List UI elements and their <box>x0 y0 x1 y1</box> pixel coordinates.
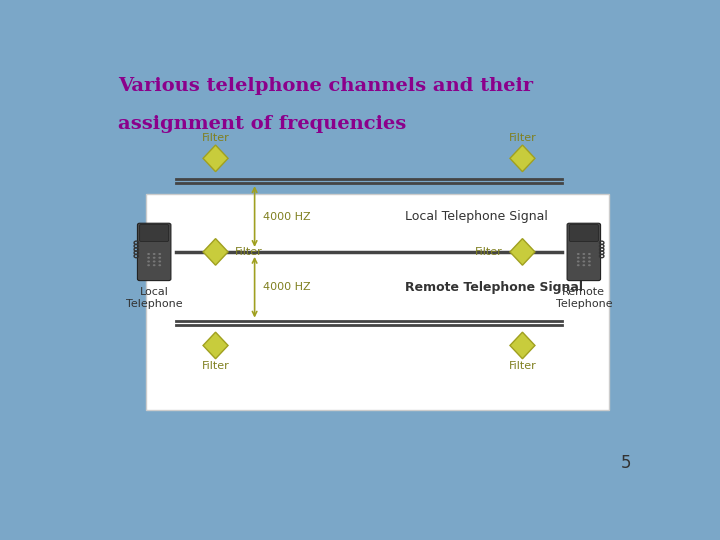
Circle shape <box>577 260 580 262</box>
Circle shape <box>147 253 150 255</box>
Text: Filter: Filter <box>202 133 230 143</box>
Text: Local
Telephone: Local Telephone <box>126 287 182 309</box>
Text: Local Telephone Signal: Local Telephone Signal <box>405 210 548 223</box>
Polygon shape <box>510 239 535 265</box>
Circle shape <box>577 264 580 266</box>
Circle shape <box>158 253 161 255</box>
FancyBboxPatch shape <box>138 223 171 281</box>
Text: Remote
Telephone: Remote Telephone <box>556 287 612 309</box>
Circle shape <box>158 264 161 266</box>
Circle shape <box>588 264 591 266</box>
Text: Filter: Filter <box>235 247 263 257</box>
Circle shape <box>577 256 580 259</box>
FancyBboxPatch shape <box>145 194 609 410</box>
Circle shape <box>582 256 585 259</box>
Circle shape <box>158 260 161 262</box>
Circle shape <box>153 260 156 262</box>
Circle shape <box>577 253 580 255</box>
Circle shape <box>588 260 591 262</box>
Circle shape <box>588 256 591 259</box>
Text: Various telelphone channels and their: Various telelphone channels and their <box>118 77 533 95</box>
Text: 4000 HZ: 4000 HZ <box>263 212 310 221</box>
Text: Remote Telephone Signal: Remote Telephone Signal <box>405 281 583 294</box>
Circle shape <box>588 253 591 255</box>
Polygon shape <box>510 145 535 172</box>
Text: Filter: Filter <box>508 133 536 143</box>
Polygon shape <box>203 332 228 359</box>
Circle shape <box>147 260 150 262</box>
Circle shape <box>153 253 156 255</box>
Circle shape <box>147 256 150 259</box>
Circle shape <box>158 256 161 259</box>
FancyBboxPatch shape <box>567 223 600 281</box>
Text: Filter: Filter <box>475 247 503 257</box>
Circle shape <box>582 253 585 255</box>
FancyBboxPatch shape <box>570 225 598 241</box>
Circle shape <box>153 256 156 259</box>
Text: Filter: Filter <box>202 361 230 371</box>
Circle shape <box>153 264 156 266</box>
Text: 4000 HZ: 4000 HZ <box>263 282 310 292</box>
Polygon shape <box>203 239 228 265</box>
Circle shape <box>147 264 150 266</box>
Polygon shape <box>203 145 228 172</box>
Text: assignment of frequencies: assignment of frequencies <box>118 114 406 133</box>
Polygon shape <box>510 332 535 359</box>
Text: 5: 5 <box>621 454 631 472</box>
FancyBboxPatch shape <box>140 225 168 241</box>
Circle shape <box>582 260 585 262</box>
Circle shape <box>582 264 585 266</box>
Text: Filter: Filter <box>508 361 536 371</box>
